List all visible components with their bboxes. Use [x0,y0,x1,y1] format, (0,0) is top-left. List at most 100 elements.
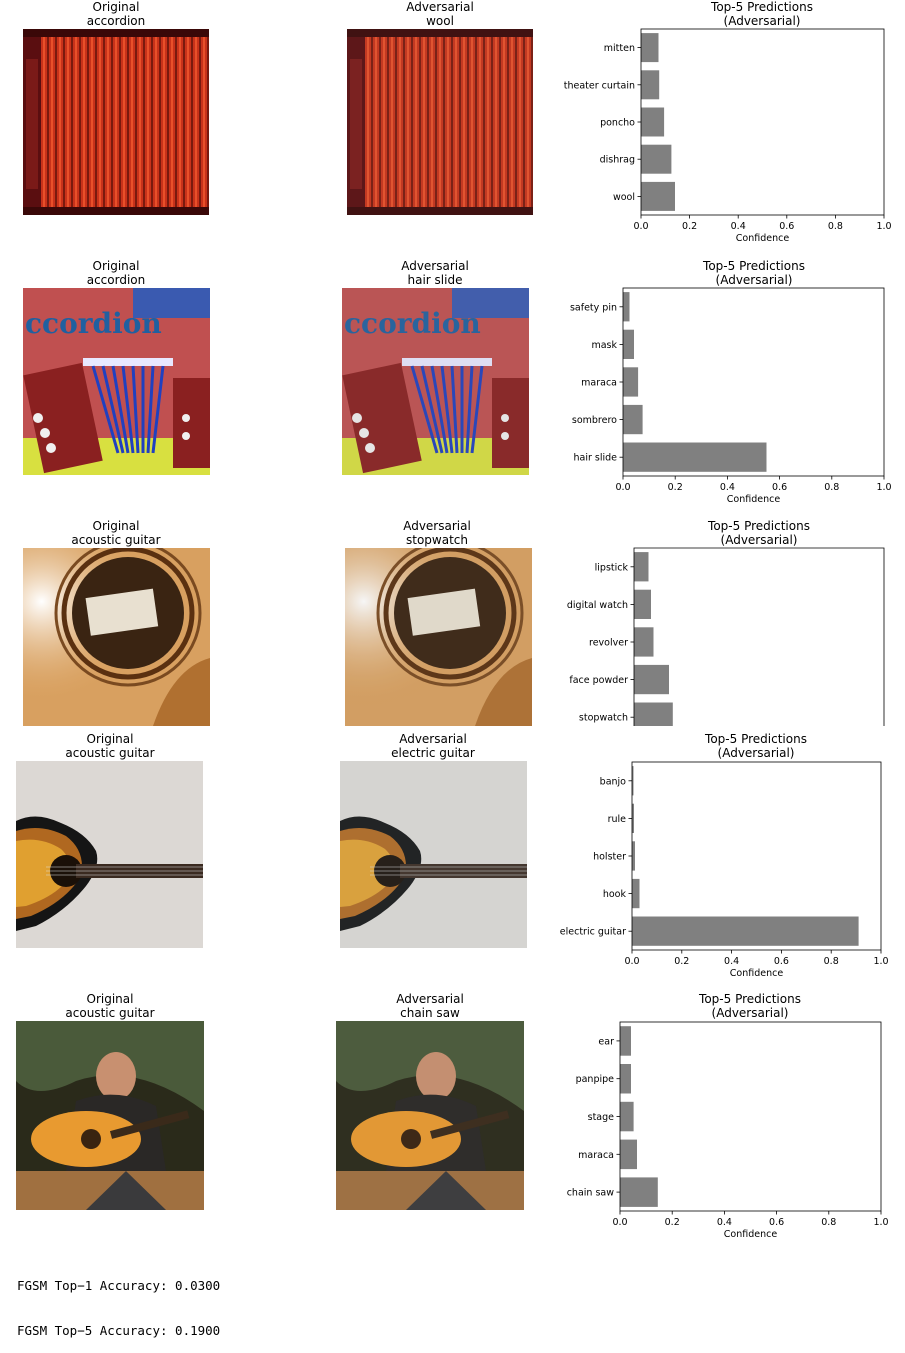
x-tick-label: 0.4 [720,482,735,493]
axes-frame [631,761,882,951]
bar-holster [632,841,635,871]
original-image-1: ccordion [23,288,210,475]
chart-title-line-1: Top-5 Predictions [703,259,805,273]
chart-title-line-2: (Adversarial) [720,533,798,547]
y-tick-label: theater curtain [564,80,635,91]
adversarial-class-label: electric guitar [391,746,475,760]
adversarial-image-2 [345,548,532,726]
bar-mitten [641,33,659,63]
chart-title-line-1: Top-5 Predictions [699,992,801,1006]
bar-lipstick [634,552,649,582]
adversarial-title-4: Adversarial chain saw [360,992,500,1020]
y-tick-label: dishrag [600,155,635,166]
bar-electric-guitar [632,916,859,946]
y-tick-label: maraca [578,1150,614,1161]
x-tick-label: 0.4 [731,221,746,232]
original-title-2: Original acoustic guitar [46,519,186,547]
original-image-0 [23,29,209,215]
original-title-1: Original accordion [46,259,186,287]
chart-title-line-1: Top-5 Predictions [708,519,810,533]
y-tick-label: lipstick [595,562,629,573]
y-tick-label: mask [591,340,617,351]
y-tick-label: hook [603,889,627,900]
bar-panpipe [620,1064,631,1094]
adversarial-class-label: hair slide [407,273,463,287]
bar-stopwatch [634,702,673,726]
original-class-label: acoustic guitar [65,1006,155,1020]
y-tick-label: mitten [604,43,635,54]
y-tick-label: maraca [581,378,617,389]
original-title-0: Original accordion [46,0,186,28]
chart-title-2: Top-5 Predictions (Adversarial) [659,519,859,547]
x-tick-label: 0.0 [633,221,648,232]
y-tick-label: chain saw [567,1188,615,1199]
bar-digital-watch [634,589,651,619]
x-tick-label: 0.4 [724,956,739,967]
bar-safety-pin [623,292,630,322]
original-heading: Original [92,519,140,533]
adversarial-heading: Adversarial [401,259,469,273]
chart-title-1: Top-5 Predictions (Adversarial) [654,259,854,287]
x-tick-label: 0.0 [615,482,630,493]
x-tick-label: 1.0 [876,221,891,232]
x-axis-label: Confidence [730,968,784,979]
original-heading: Original [92,0,140,14]
original-image-4 [16,1021,204,1210]
svg-text:ccordion: ccordion [344,307,481,340]
bar-sombrero [623,404,643,435]
adversarial-image-4 [336,1021,524,1210]
original-title-4: Original acoustic guitar [40,992,180,1020]
bar-hook [632,878,640,909]
original-title-3: Original acoustic guitar [40,732,180,760]
bar-poncho [641,107,665,137]
adversarial-heading: Adversarial [403,519,471,533]
x-tick-label: 1.0 [873,956,888,967]
x-axis-label: Confidence [724,1229,778,1240]
axes-frame [633,547,885,726]
bar-chain-saw [620,1177,658,1207]
y-tick-label: face powder [569,675,628,686]
x-tick-label: 0.6 [772,482,787,493]
prediction-chart-3: electric guitar hook holster rule banjo 0.0 0.… [560,761,889,979]
chart-title-0: Top-5 Predictions (Adversarial) [662,0,862,28]
bar-ear [620,1026,631,1056]
original-image-2 [23,548,210,726]
adversarial-image-1: ccordion [342,288,529,475]
bar-stage [620,1101,634,1132]
x-tick-label: 1.0 [873,1217,888,1228]
chart-title-line-2: (Adversarial) [717,746,795,760]
y-tick-label: rule [608,814,627,825]
chart-title-3: Top-5 Predictions (Adversarial) [656,732,856,760]
y-tick-label: stage [588,1112,615,1123]
bar-mask [623,329,634,359]
bar-banjo [632,766,634,796]
chart-title-line-2: (Adversarial) [723,14,801,28]
adversarial-heading: Adversarial [399,732,467,746]
x-tick-label: 0.2 [665,1217,680,1228]
adversarial-heading: Adversarial [396,992,464,1006]
bar-wool [641,181,675,211]
x-axis-label: Confidence [727,494,781,505]
x-tick-label: 0.8 [824,482,839,493]
y-tick-label: poncho [600,118,635,129]
adversarial-class-label: stopwatch [406,533,468,547]
y-tick-label: sombrero [572,415,617,426]
x-tick-label: 0.0 [624,956,639,967]
y-tick-label: revolver [589,638,628,649]
axes-frame [619,1021,882,1212]
x-tick-label: 0.8 [828,221,843,232]
bar-hair-slide [623,442,767,472]
fgsm-top1-accuracy: FGSM Top−1 Accuracy: 0.0300 [17,1278,221,1293]
y-tick-label: ear [598,1036,614,1047]
axes-frame [622,287,885,477]
chart-clip-group: stopwatch face powder revolver digital watc… [567,547,885,726]
y-tick-label: wool [613,192,635,203]
original-heading: Original [92,259,140,273]
bar-theater-curtain [641,70,660,100]
x-axis-label: Confidence [736,233,790,244]
x-tick-label: 0.8 [824,956,839,967]
adversarial-image-0 [347,29,533,215]
original-class-label: acoustic guitar [65,746,155,760]
chart-title-line-2: (Adversarial) [715,273,793,287]
y-tick-label: stopwatch [579,713,628,724]
